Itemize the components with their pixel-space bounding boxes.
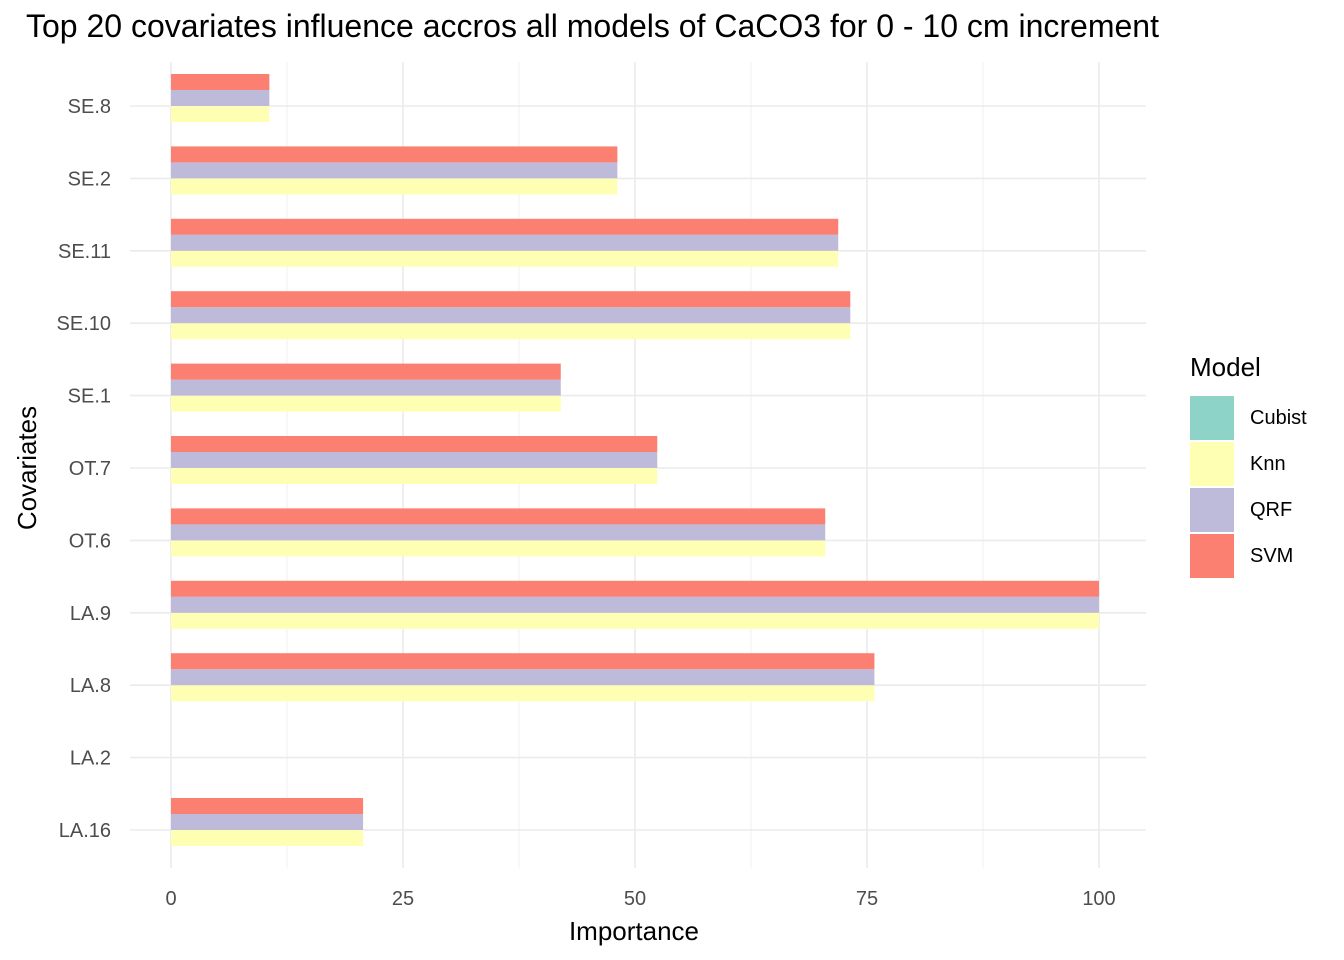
legend-key-knn: [1190, 442, 1234, 486]
bar-svm-se-10: [171, 291, 851, 308]
bar-qrf-se-2: [171, 162, 618, 179]
legend-key-qrf: [1190, 488, 1234, 532]
y-tick-label: SE.1: [68, 386, 111, 408]
legend-item-qrf: QRF: [1190, 487, 1307, 533]
bar-svm-ot-7: [171, 436, 658, 452]
y-tick-label: SE.2: [68, 168, 111, 190]
legend-item-cubist: Cubist: [1190, 395, 1307, 441]
x-tick-label: 100: [1082, 888, 1115, 910]
bar-knn-ot-7: [171, 468, 658, 484]
y-tick-label: LA.9: [70, 603, 111, 625]
legend-item-knn: Knn: [1190, 441, 1307, 487]
bar-qrf-ot-6: [171, 524, 826, 541]
legend-key-svm: [1190, 534, 1234, 578]
bar-qrf-la-16: [171, 814, 364, 830]
y-tick-label: SE.10: [57, 313, 111, 335]
x-tick-label: 25: [392, 888, 414, 910]
bar-knn-se-11: [171, 250, 839, 267]
y-tick-label: SE.11: [58, 241, 111, 263]
y-tick-label: LA.2: [70, 748, 111, 770]
bar-svm-se-11: [171, 218, 839, 235]
x-tick-label: 50: [624, 888, 646, 910]
y-axis-tick-labels: SE.8 SE.2 SE.11 SE.10 SE.1 OT.7 OT.6 LA.9 LA.8 LA…: [57, 96, 111, 842]
y-tick-label: OT.6: [69, 530, 111, 552]
bar-knn-se-2: [171, 178, 618, 195]
bar-knn-se-1: [171, 395, 561, 412]
legend: Model Cubist Knn QRF SVM: [1190, 352, 1307, 579]
x-tick-label: 0: [165, 888, 176, 910]
x-tick-label: 75: [856, 888, 878, 910]
bar-qrf-la-8: [171, 669, 875, 686]
bar-svm-la-9: [171, 580, 1099, 597]
bar-knn-la-8: [171, 685, 875, 702]
y-tick-label: OT.7: [69, 458, 111, 480]
bar-knn-se-10: [171, 323, 851, 340]
chart-title: Top 20 covariates influence accros all m…: [26, 8, 1159, 44]
legend-items: Cubist Knn QRF SVM: [1190, 395, 1307, 579]
bar-svm-se-2: [171, 146, 618, 163]
y-tick-label: LA.8: [70, 675, 111, 697]
bars: [171, 74, 1099, 846]
legend-title: Model: [1190, 352, 1261, 382]
bar-svm-ot-6: [171, 508, 826, 525]
y-axis-title: Covariates: [12, 406, 42, 530]
bar-knn-la-9: [171, 612, 1099, 629]
legend-key-cubist: [1190, 396, 1234, 440]
x-axis-tick-labels: 0 25 50 75 100: [165, 888, 1115, 910]
y-tick-label: LA.16: [59, 820, 111, 842]
bar-svm-la-8: [171, 653, 875, 670]
bar-knn-la-16: [171, 830, 364, 846]
y-tick-label: SE.8: [68, 96, 111, 118]
bar-svm-se-1: [171, 363, 561, 380]
bar-qrf-se-11: [171, 234, 839, 251]
bar-svm-la-16: [171, 798, 364, 814]
legend-label: Knn: [1250, 452, 1286, 475]
legend-label: Cubist: [1250, 406, 1307, 429]
bar-qrf-se-1: [171, 379, 561, 396]
bar-qrf-la-9: [171, 596, 1099, 613]
x-axis-title: Importance: [569, 916, 699, 946]
legend-label: QRF: [1250, 498, 1293, 521]
bar-qrf-se-8: [171, 90, 270, 106]
bar-qrf-se-10: [171, 307, 851, 324]
bar-knn-se-8: [171, 106, 270, 122]
legend-item-svm: SVM: [1190, 533, 1307, 579]
bar-qrf-ot-7: [171, 452, 658, 468]
legend-label: SVM: [1250, 544, 1294, 567]
bar-knn-ot-6: [171, 540, 826, 557]
bar-svm-se-8: [171, 74, 270, 90]
